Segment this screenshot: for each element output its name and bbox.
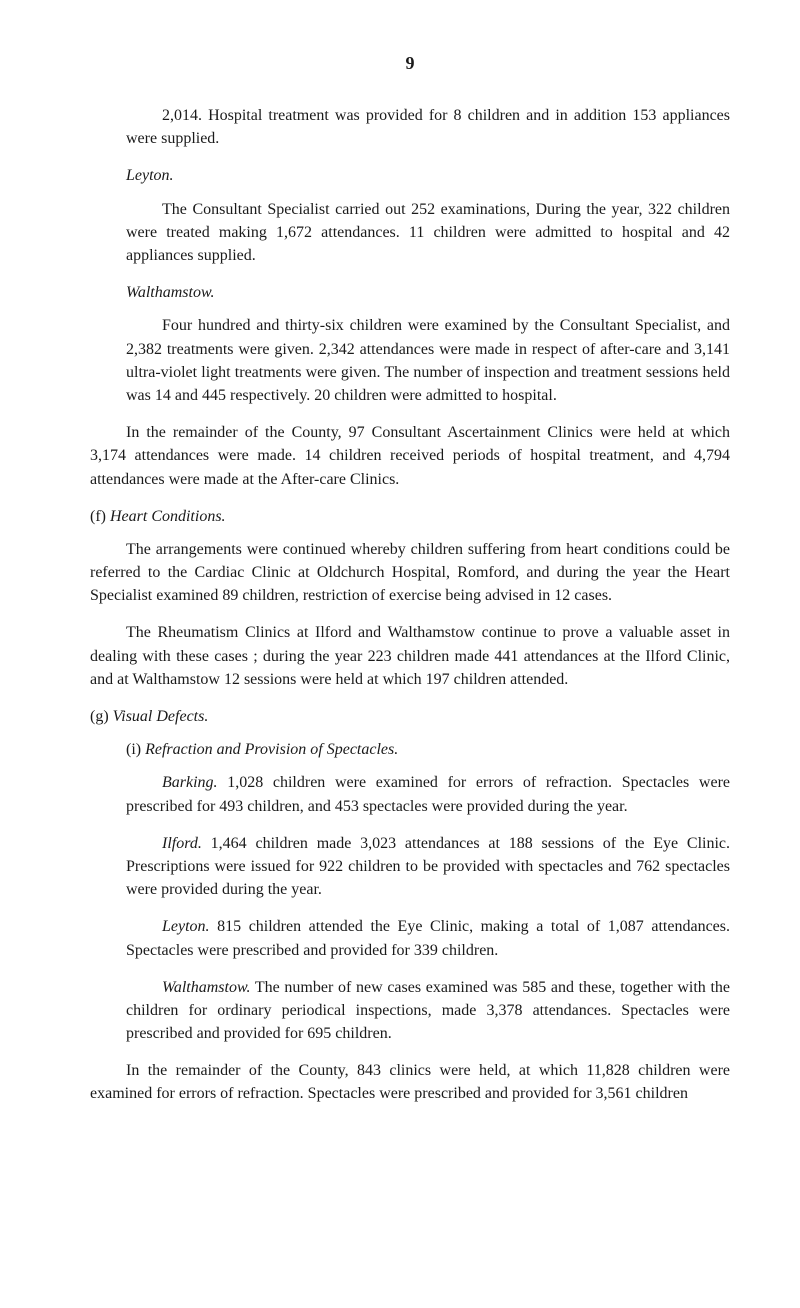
section-g-closing-paragraph: In the remainder of the County, 843 clin… [90, 1059, 730, 1105]
section-f-heading: (f) Heart Conditions. [90, 505, 730, 528]
section-g-sub-i-body: Barking. 1,028 children were examined fo… [90, 771, 730, 1045]
walthamstow-location-label: Walthamstow. [162, 979, 250, 996]
walthamstow-heading: Walthamstow. [126, 281, 730, 304]
section-f-title: Heart Conditions. [110, 508, 226, 525]
ilford-text: 1,464 children made 3,023 attendances at… [126, 835, 730, 898]
section-g-heading: (g) Visual Defects. [90, 705, 730, 728]
section-g-title: Visual Defects. [113, 708, 209, 725]
walthamstow-paragraph: Four hundred and thirty-six children wer… [126, 314, 730, 407]
section-f-paragraph-1: The arrangements were continued whereby … [90, 538, 730, 608]
section-g-label: (g) [90, 708, 109, 725]
barking-paragraph: Barking. 1,028 children were examined fo… [126, 771, 730, 817]
ilford-location-label: Ilford. [162, 835, 202, 852]
leyton-heading: Leyton. [126, 164, 730, 187]
leyton-paragraph: The Consultant Specialist carried out 25… [126, 198, 730, 268]
intro-paragraph: 2,014. Hospital treatment was provided f… [126, 104, 730, 150]
walthamstow-g-paragraph: Walthamstow. The number of new cases exa… [126, 976, 730, 1046]
document-page: 9 2,014. Hospital treatment was provided… [0, 0, 800, 1308]
intro-block: 2,014. Hospital treatment was provided f… [90, 104, 730, 407]
remainder-paragraph: In the remainder of the County, 97 Consu… [90, 421, 730, 491]
leyton-g-text: 815 children attended the Eye Clinic, ma… [126, 918, 730, 958]
leyton-g-paragraph: Leyton. 815 children attended the Eye Cl… [126, 915, 730, 961]
barking-location-label: Barking. [162, 774, 218, 791]
section-f-paragraph-2: The Rheumatism Clinics at Ilford and Wal… [90, 621, 730, 691]
section-g-sub-i-heading: (i) Refraction and Provision of Spectacl… [90, 738, 730, 761]
section-g-sub-i-label: (i) [126, 741, 141, 758]
ilford-paragraph: Ilford. 1,464 children made 3,023 attend… [126, 832, 730, 902]
section-g-sub-i-title: Refraction and Provision of Spectacles. [145, 741, 398, 758]
section-f-label: (f) [90, 508, 106, 525]
page-number: 9 [90, 50, 730, 76]
leyton-location-label: Leyton. [162, 918, 210, 935]
